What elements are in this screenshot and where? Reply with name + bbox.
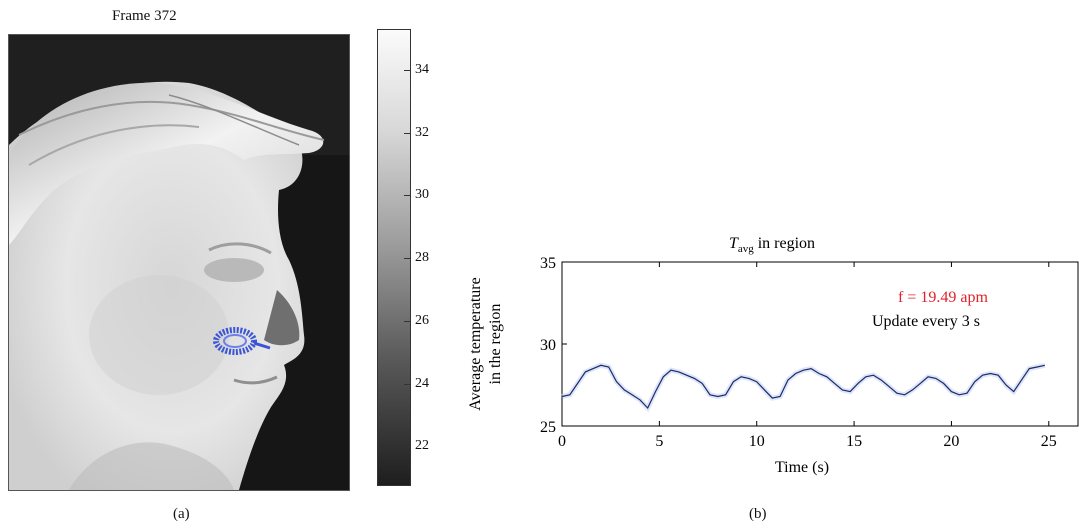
colorbar-tick-label: 24 [404, 376, 429, 392]
x-tick-label: 25 [1041, 433, 1057, 450]
x-tick-label: 10 [749, 433, 765, 450]
series-line [561, 364, 1046, 410]
y-tick-label: 30 [540, 337, 556, 354]
colorbar-tick-label: 28 [404, 250, 429, 266]
frequency-annotation: f = 19.49 apm [898, 289, 988, 306]
chart-title: Tavg in region [729, 235, 815, 255]
y-tick-label: 25 [540, 419, 556, 436]
series-halo [561, 362, 1046, 413]
colorbar-tick-label: 32 [404, 125, 429, 141]
colorbar-tick-label: 30 [404, 187, 429, 203]
roi-marker [212, 326, 271, 356]
x-tick-label: 15 [846, 433, 862, 450]
temperature-chart: Tavg in region 0 5 10 15 20 25 25 30 35 Time (s) Av… [467, 235, 1079, 476]
colorbar-tick-label: 26 [404, 313, 429, 329]
y-axis-label-line2: in the region [487, 304, 504, 385]
colorbar-tick-label: 34 [404, 62, 429, 78]
frame-title: Frame 372 [112, 8, 177, 24]
x-axis-label: Time (s) [775, 459, 829, 476]
x-tick-label: 20 [943, 433, 959, 450]
y-axis-label-line1: Average temperature [467, 277, 484, 410]
caption-b: (b) [749, 506, 767, 522]
x-tick-label: 5 [655, 433, 663, 450]
colorbar-tick-label: 22 [404, 438, 429, 454]
y-tick-label: 35 [540, 255, 556, 272]
x-tick-label: 0 [558, 433, 566, 450]
colorbar [377, 29, 411, 486]
caption-a: (a) [173, 506, 190, 522]
update-annotation: Update every 3 s [872, 313, 980, 330]
thermal-face-image [8, 34, 350, 491]
